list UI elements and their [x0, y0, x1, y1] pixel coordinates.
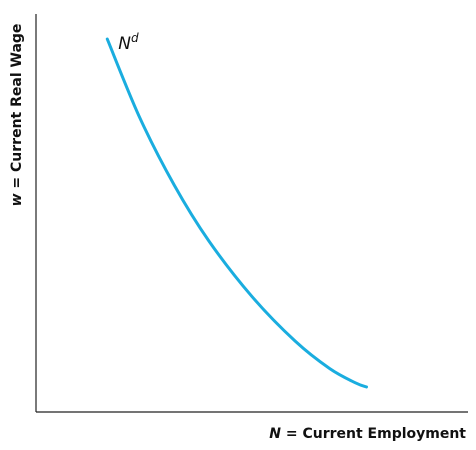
y-axis-variable: w [9, 193, 25, 206]
curve-label-base: N [118, 34, 131, 54]
curve-label-superscript: d [131, 31, 139, 45]
y-axis-label-text: = Current Real Wage [9, 24, 25, 194]
labor-demand-curve [105, 37, 368, 389]
labor-demand-curve-label: Nd [118, 31, 139, 54]
y-axis-label: w = Current Real Wage [9, 24, 25, 207]
x-axis-label: N = Current Employment [269, 426, 466, 442]
x-axis-label-text: = Current Employment [281, 426, 466, 442]
x-axis-variable: N [269, 426, 281, 442]
plot-area [105, 37, 368, 389]
